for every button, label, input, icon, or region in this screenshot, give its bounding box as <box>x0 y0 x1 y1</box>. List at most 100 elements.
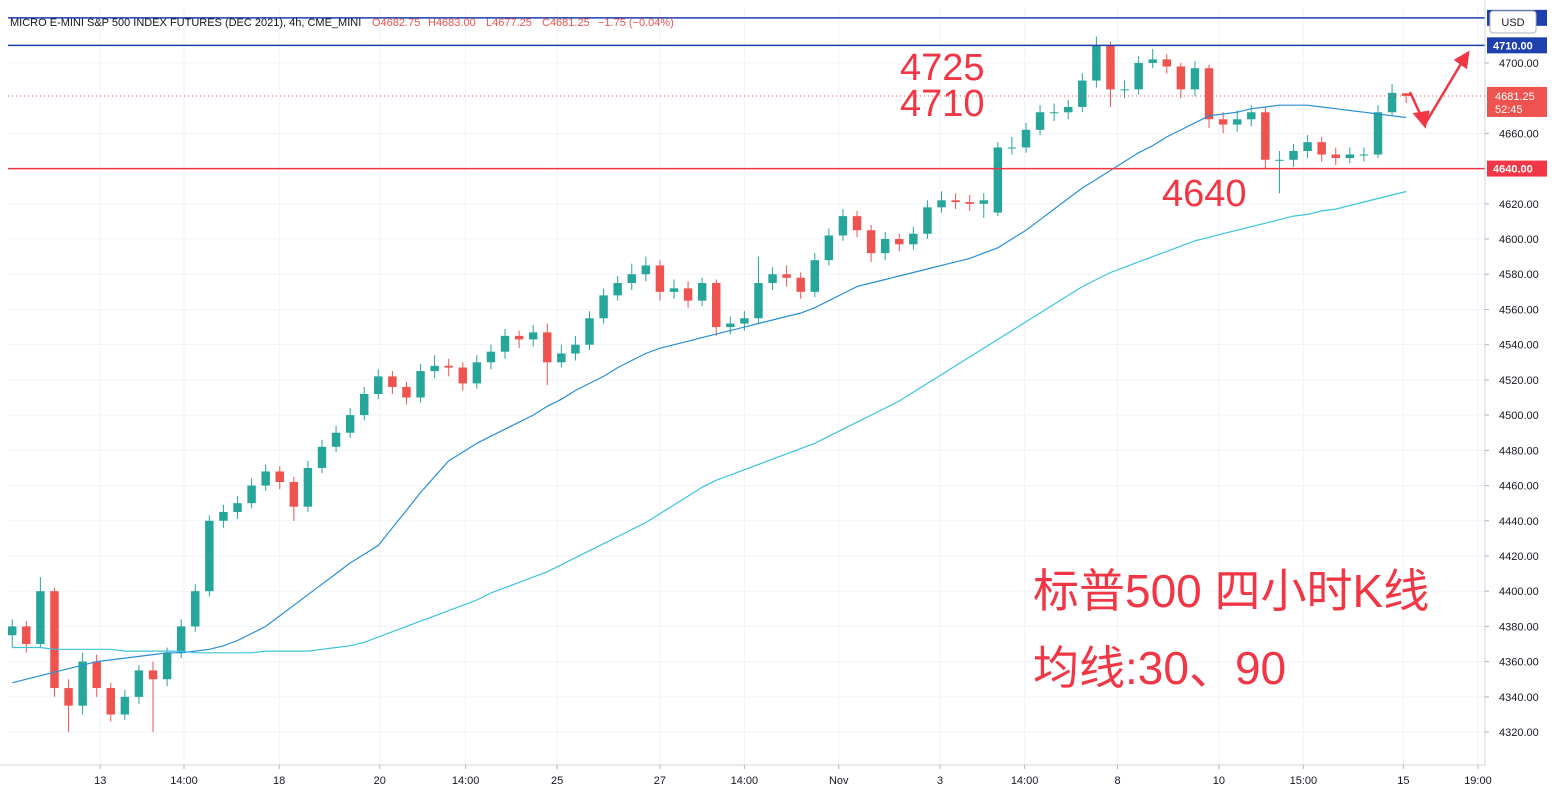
candle-body <box>1317 142 1326 155</box>
candle-body <box>36 591 45 645</box>
last-price-label: 4681.25 <box>1495 91 1535 103</box>
candle-body <box>388 376 397 387</box>
y-tick-label: 4600.00 <box>1499 234 1539 246</box>
last-price-box <box>1487 86 1547 117</box>
candle-body <box>1176 66 1186 90</box>
candle-body <box>951 200 960 203</box>
candle-body <box>106 688 116 715</box>
candle-body <box>866 230 876 254</box>
x-tick-label: 15:00 <box>1290 775 1318 787</box>
candle-body <box>1078 80 1087 107</box>
candle-body <box>416 371 425 398</box>
candle-body <box>191 591 200 627</box>
level-label-box <box>1487 160 1547 177</box>
candle-body <box>92 661 101 689</box>
candle-body <box>64 688 73 706</box>
candle-body <box>1218 119 1228 125</box>
annotation: 标普500 四小时K线 <box>1033 565 1429 617</box>
y-tick-label: 4420.00 <box>1499 551 1539 563</box>
annotation: 4640 <box>1162 173 1247 215</box>
y-tick-label: 4320.00 <box>1499 727 1539 739</box>
candle-body <box>599 295 608 319</box>
candle-body <box>514 335 524 340</box>
x-tick-label: Nov <box>829 775 849 787</box>
axes: 4320.00 4340.00 4360.00 4380.00 4400.00 4420.… <box>94 9 1547 787</box>
candle-body <box>810 260 820 292</box>
candle-body <box>134 670 144 697</box>
candle-body <box>782 274 791 278</box>
candle-body <box>162 652 172 680</box>
candle-body <box>1373 112 1383 155</box>
candle-body <box>979 200 988 204</box>
ohlc-value: L4677.25 <box>486 17 532 29</box>
x-tick-label: 14:00 <box>170 775 198 787</box>
ohlc-value: −1.75 (−0.04%) <box>598 17 674 29</box>
candle-body <box>669 288 679 292</box>
candle-body <box>1387 92 1397 113</box>
candle-body <box>289 482 299 507</box>
arrows <box>1408 50 1470 129</box>
countdown: 52:45 <box>1495 104 1523 116</box>
candle-body <box>1106 45 1115 90</box>
currency[interactable]: USD <box>1501 17 1524 29</box>
candle-body <box>585 318 594 345</box>
ohlc-value: C4681.25 <box>542 17 590 29</box>
moving-average <box>12 190 1407 654</box>
candle-body <box>148 670 158 680</box>
candle-body <box>1359 154 1369 156</box>
candle-body <box>768 274 777 284</box>
level-label-box <box>1487 37 1547 54</box>
y-tick-label: 4440.00 <box>1499 516 1539 528</box>
candle-body <box>50 591 59 689</box>
candle-body <box>317 446 327 468</box>
candle-body <box>1204 68 1214 120</box>
candle-body <box>1345 154 1355 159</box>
level-label: 4710.00 <box>1493 40 1533 52</box>
candle-body <box>613 283 622 296</box>
candle-body <box>1261 112 1270 160</box>
candle-body <box>1190 68 1200 90</box>
y-tick-label: 4660.00 <box>1499 128 1539 140</box>
candle-body <box>880 239 890 254</box>
candle-body <box>965 202 974 204</box>
y-tick-label: 4460.00 <box>1499 481 1539 493</box>
candle-body <box>22 626 31 645</box>
y-tick-label: 4400.00 <box>1499 586 1539 598</box>
currency-box[interactable] <box>1489 10 1537 34</box>
candle-body <box>402 386 411 398</box>
y-tick-label: 4480.00 <box>1499 445 1539 457</box>
candle-body <box>1134 62 1143 90</box>
y-tick-label: 4360.00 <box>1499 657 1539 669</box>
candle-body <box>1303 142 1312 151</box>
candle-body <box>1035 112 1045 130</box>
x-tick-label: 20 <box>374 775 386 787</box>
x-tick-label: 25 <box>551 775 563 787</box>
candle-body <box>1162 59 1172 67</box>
x-tick-label: 19:00 <box>1464 775 1492 787</box>
candle-body <box>331 432 341 447</box>
x-tick-label: 15 <box>1397 775 1409 787</box>
plot <box>8 17 1485 733</box>
y-tick-label: 4540.00 <box>1499 340 1539 352</box>
candle-body <box>528 332 538 340</box>
symbol-title: MICRO E-MINI S&P 500 INDEX FUTURES (DEC … <box>10 17 361 29</box>
arrow-head <box>1453 50 1470 70</box>
candle-body <box>543 332 552 363</box>
candle-body <box>374 376 383 394</box>
candle-body <box>726 323 735 328</box>
x-tick-label: 8 <box>1114 775 1120 787</box>
candle-body <box>486 351 496 363</box>
candle-body <box>1064 106 1073 113</box>
candle-body <box>909 233 918 245</box>
candle-body <box>993 147 1003 213</box>
candle-body <box>1331 154 1340 159</box>
y-tick-label: 4340.00 <box>1499 692 1539 704</box>
annotation: 4725 <box>900 47 985 89</box>
candle-body <box>219 511 228 521</box>
candle-body <box>261 471 270 486</box>
candle-body <box>557 353 566 363</box>
candle-body <box>247 485 256 504</box>
candle-body <box>852 216 862 231</box>
candle-body <box>937 200 946 208</box>
